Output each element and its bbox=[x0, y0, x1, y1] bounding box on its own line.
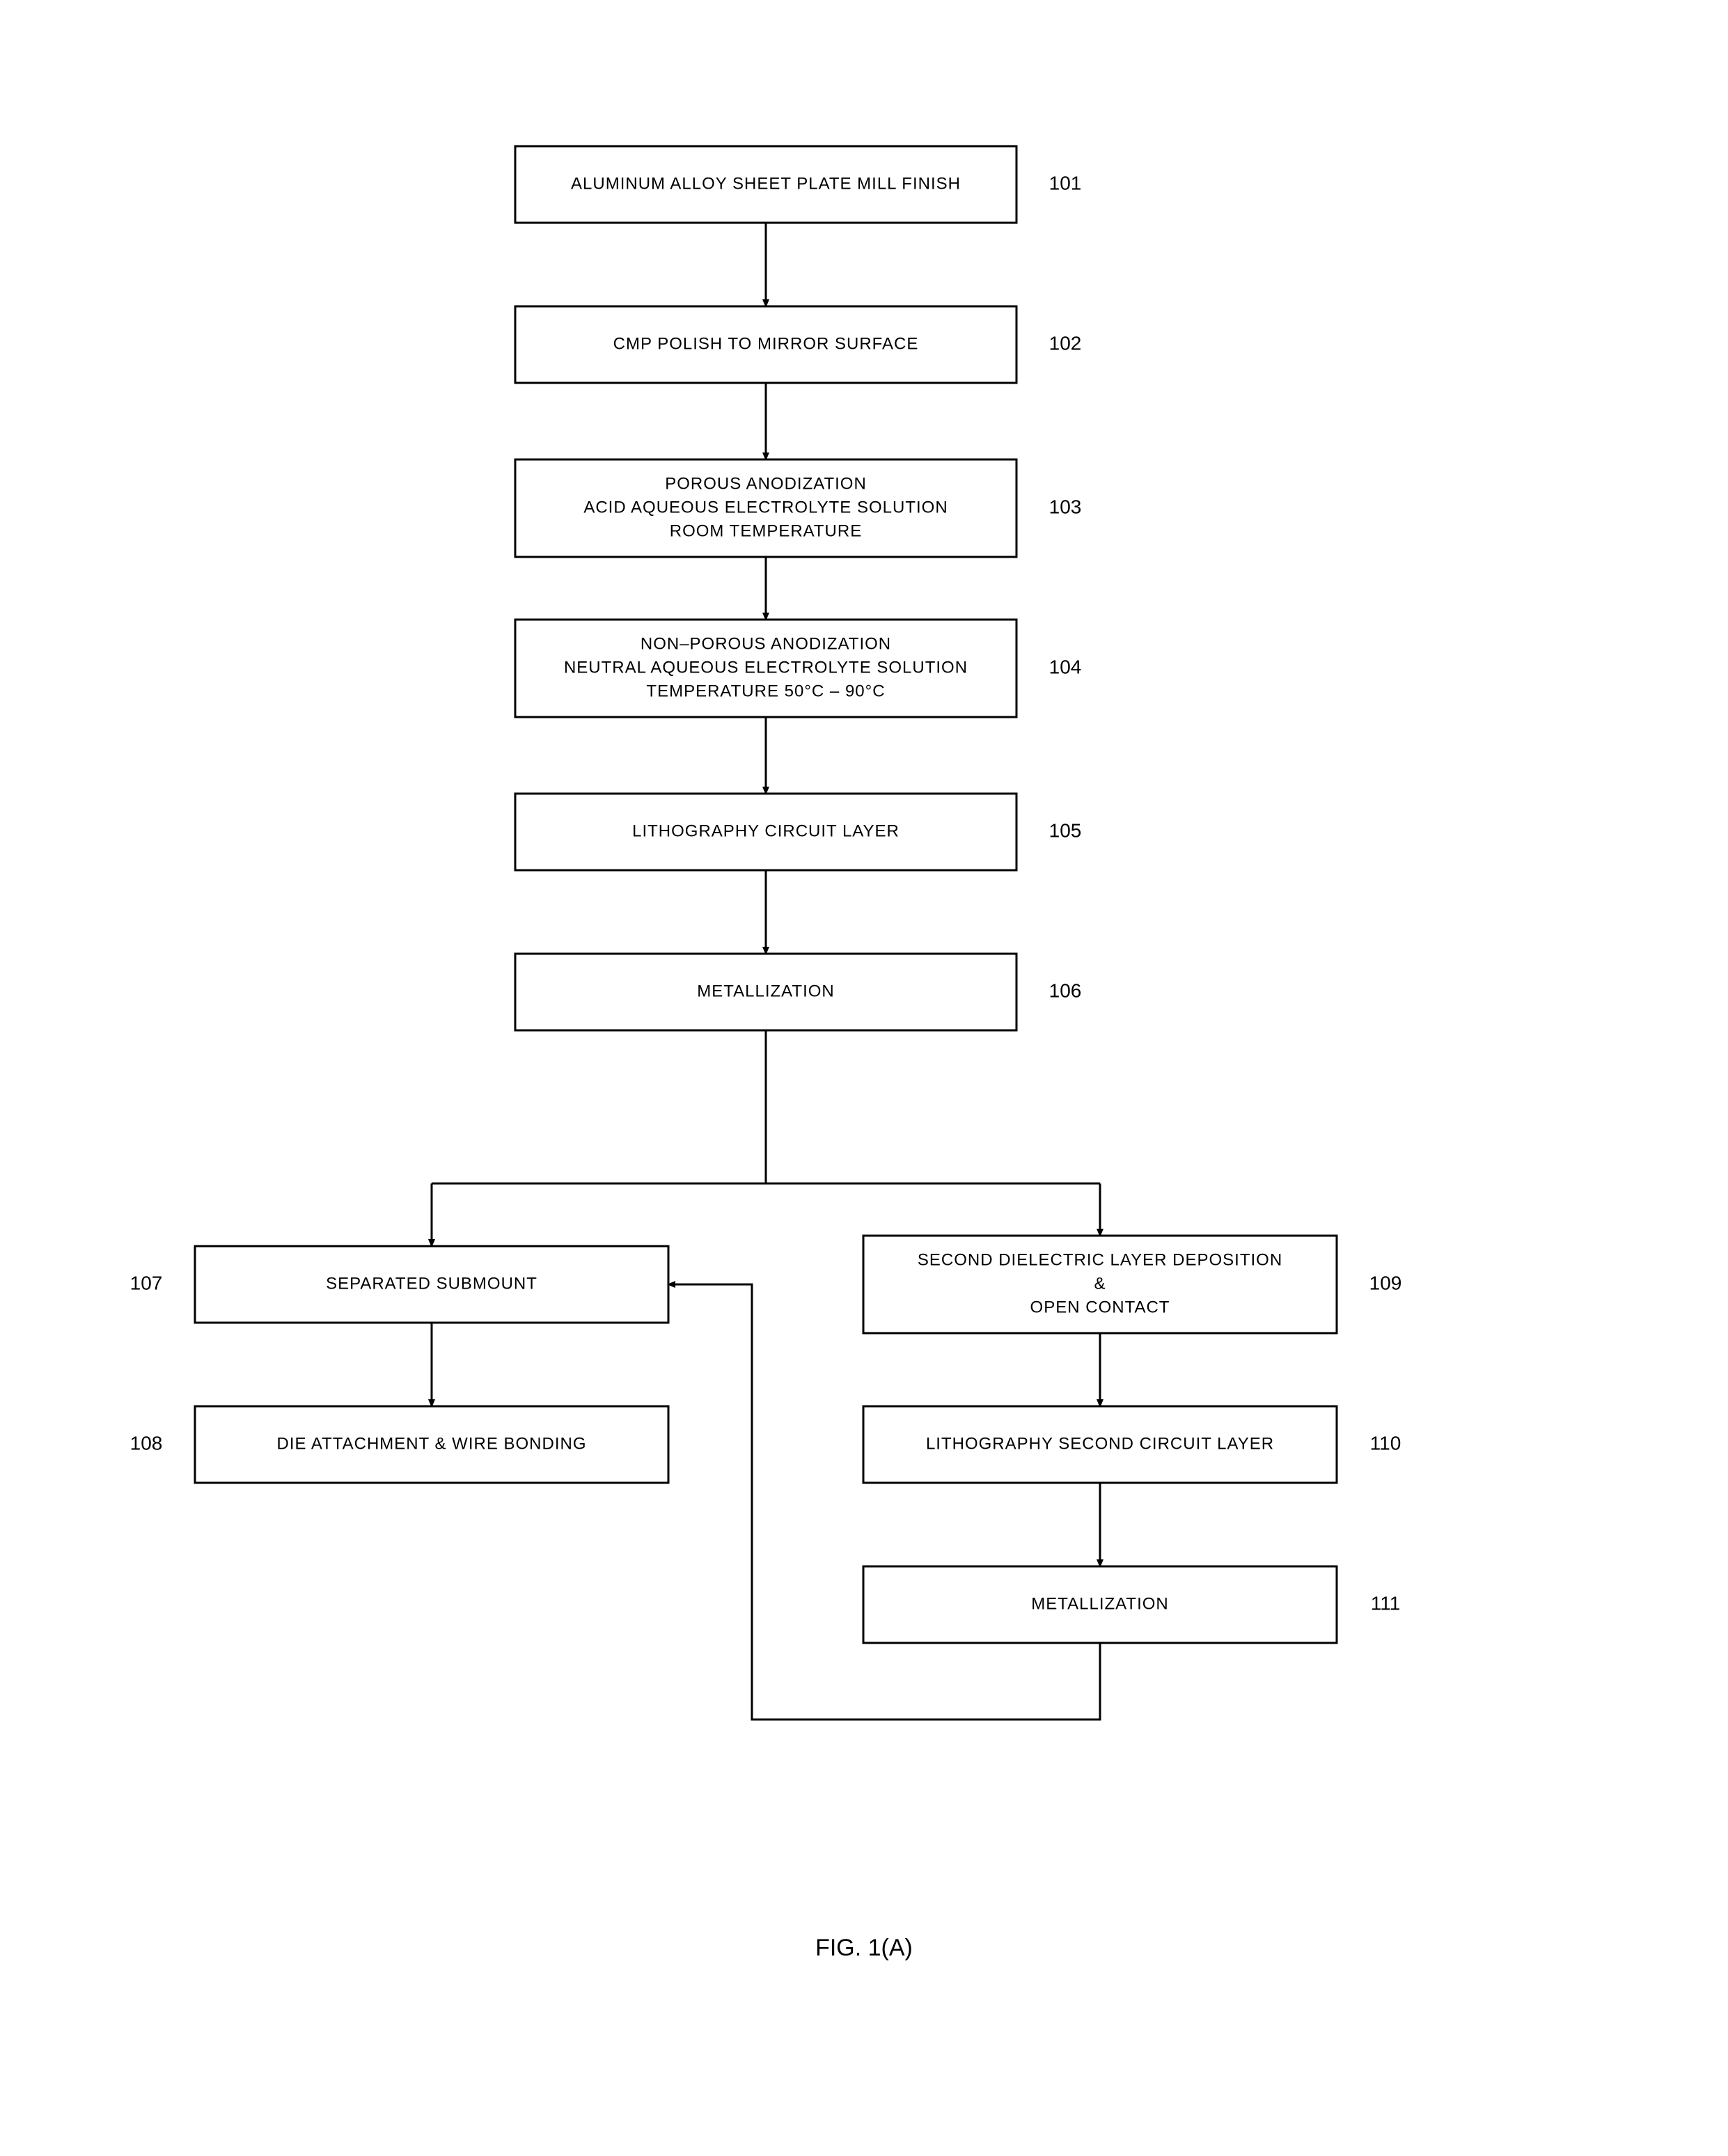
flow-node-text: SECOND DIELECTRIC LAYER DEPOSITION bbox=[918, 1250, 1282, 1269]
flow-node-101: ALUMINUM ALLOY SHEET PLATE MILL FINISH 10… bbox=[515, 146, 1081, 223]
flow-node-text: ACID AQUEOUS ELECTROLYTE SOLUTION bbox=[583, 498, 948, 517]
flow-node-label: 101 bbox=[1049, 172, 1082, 194]
flow-node-label: 107 bbox=[130, 1272, 163, 1293]
flow-node-text: METALLIZATION bbox=[1031, 1594, 1168, 1613]
flow-node-label: 106 bbox=[1049, 979, 1082, 1001]
flow-node-text: & bbox=[1094, 1274, 1106, 1293]
flow-node-text: SEPARATED SUBMOUNT bbox=[326, 1274, 537, 1293]
flow-node-text: NEUTRAL AQUEOUS ELECTROLYTE SOLUTION bbox=[564, 658, 968, 677]
flow-node-text: LITHOGRAPHY SECOND CIRCUIT LAYER bbox=[926, 1434, 1274, 1453]
flow-node-108: DIE ATTACHMENT & WIRE BONDING 108 bbox=[130, 1406, 668, 1483]
flow-node-text: ROOM TEMPERATURE bbox=[670, 521, 862, 540]
flow-node-text: METALLIZATION bbox=[697, 982, 834, 1000]
flow-node-107: SEPARATED SUBMOUNT 107 bbox=[130, 1246, 668, 1323]
flow-node-text: TEMPERATURE 50°C – 90°C bbox=[646, 682, 885, 700]
flow-node-label: 109 bbox=[1369, 1272, 1402, 1293]
flow-node-label: 111 bbox=[1371, 1592, 1401, 1614]
figure-caption: FIG. 1(A) bbox=[815, 1935, 913, 1961]
flow-node-110: LITHOGRAPHY SECOND CIRCUIT LAYER 110 bbox=[863, 1406, 1401, 1483]
flow-node-103: POROUS ANODIZATION ACID AQUEOUS ELECTROLY… bbox=[515, 459, 1081, 557]
flow-node-102: CMP POLISH TO MIRROR SURFACE 102 bbox=[515, 306, 1081, 383]
flow-node-text: OPEN CONTACT bbox=[1030, 1298, 1170, 1316]
flow-node-text: ALUMINUM ALLOY SHEET PLATE MILL FINISH bbox=[571, 174, 961, 193]
flow-node-label: 104 bbox=[1049, 656, 1082, 677]
flow-node-text: NON–POROUS ANODIZATION bbox=[641, 634, 891, 653]
flow-node-text: POROUS ANODIZATION bbox=[665, 474, 867, 493]
flow-node-label: 102 bbox=[1049, 332, 1082, 354]
flow-edge bbox=[668, 1284, 1100, 1720]
flowchart-canvas: ALUMINUM ALLOY SHEET PLATE MILL FINISH 10… bbox=[0, 0, 1728, 2156]
flow-node-104: NON–POROUS ANODIZATION NEUTRAL AQUEOUS EL… bbox=[515, 620, 1081, 717]
flow-node-109: SECOND DIELECTRIC LAYER DEPOSITION & OPEN … bbox=[863, 1236, 1401, 1333]
flow-node-label: 108 bbox=[130, 1432, 163, 1454]
flow-node-label: 105 bbox=[1049, 819, 1082, 841]
flow-node-label: 110 bbox=[1370, 1432, 1401, 1454]
flow-node-111: METALLIZATION 111 bbox=[863, 1566, 1400, 1643]
flow-node-label: 103 bbox=[1049, 496, 1082, 517]
flow-node-106: METALLIZATION 106 bbox=[515, 954, 1081, 1030]
flow-node-text: DIE ATTACHMENT & WIRE BONDING bbox=[276, 1434, 586, 1453]
flow-node-text: CMP POLISH TO MIRROR SURFACE bbox=[613, 334, 919, 353]
flow-node-text: LITHOGRAPHY CIRCUIT LAYER bbox=[632, 821, 900, 840]
flow-node-105: LITHOGRAPHY CIRCUIT LAYER 105 bbox=[515, 794, 1081, 870]
